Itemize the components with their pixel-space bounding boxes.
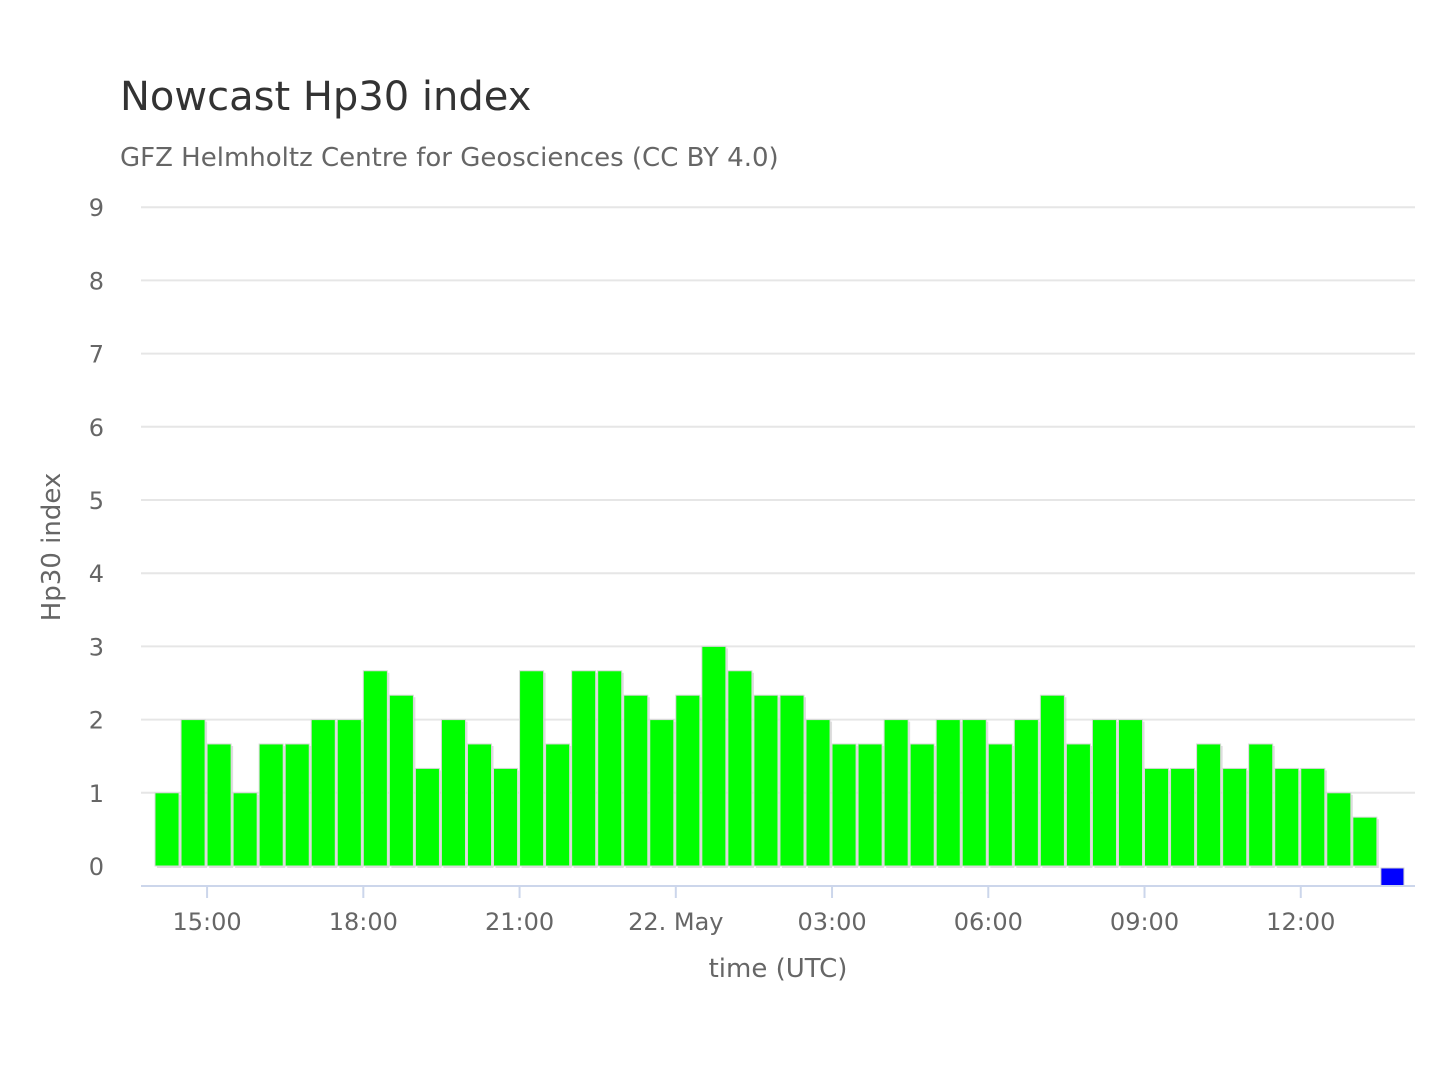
x-tick-label: 09:00 [1110,908,1179,936]
y-tick-label: 3 [89,633,104,661]
bar [1065,743,1091,867]
bar [466,743,493,867]
y-axis-tick-labels: 0 1 2 3 4 5 6 7 8 9 [89,194,104,881]
bar [519,670,545,867]
bar [935,719,961,867]
x-axis-title: time (UTC) [709,954,848,984]
bar [805,719,831,867]
bar [1117,719,1144,867]
bar [675,694,701,867]
bar [1170,767,1196,867]
y-tick-label: 7 [89,341,104,369]
y-tick-label: 9 [89,194,104,222]
bar [1222,767,1248,867]
y-tick-label: 8 [89,267,104,295]
bar-latest [1380,867,1405,887]
bars [154,645,1405,887]
bar [440,719,466,867]
y-tick-label: 4 [89,560,104,588]
bar [1013,719,1039,867]
bar [831,743,857,867]
y-tick-label: 1 [89,780,104,808]
bar [727,670,753,867]
chart-subtitle: GFZ Helmholtz Centre for Geosciences (CC… [120,143,779,173]
bar [388,694,414,867]
y-tick-label: 6 [89,414,104,442]
x-tick-label: 12:00 [1266,908,1335,936]
bar [154,792,180,867]
bar [1248,743,1274,867]
bar [701,645,727,867]
bar [1196,743,1222,867]
grid-lines [141,206,1415,794]
bar [909,743,935,867]
bar [1274,767,1300,867]
y-tick-label: 0 [89,853,104,881]
bar [753,694,779,867]
bar [961,719,987,867]
bar [206,743,232,867]
bar [310,719,336,867]
bar [1300,767,1326,867]
bar [284,743,310,867]
bar [857,743,883,867]
bar [1326,792,1352,867]
bar [545,743,571,867]
bar [493,767,519,867]
bar [336,719,362,867]
bar [362,670,388,867]
bar [1352,816,1378,867]
bar [180,719,206,867]
bar [258,743,284,867]
y-tick-label: 2 [89,707,104,735]
bar [1039,694,1065,867]
bar [883,719,909,867]
bar [597,670,623,867]
bar [232,792,258,867]
bar [779,694,805,867]
y-tick-label: 5 [89,487,104,515]
chart-title: Nowcast Hp30 index [120,74,532,120]
x-tick-label: 22. May [628,908,723,936]
x-tick-label: 06:00 [954,908,1023,936]
x-axis: 15:00 18:00 21:00 22. May 03:00 06:00 09:00 12:… [141,885,1415,936]
x-tick-label: 18:00 [329,908,398,936]
x-tick-label: 03:00 [797,908,866,936]
bar [649,719,675,867]
x-tick-label: 21:00 [485,908,554,936]
bar [623,694,649,867]
bar [1144,767,1170,867]
bar [987,743,1013,867]
bar [571,670,597,867]
y-axis-title: Hp30 index [37,473,67,622]
bar [414,767,440,867]
x-tick-label: 15:00 [172,908,241,936]
bar [1091,719,1117,867]
